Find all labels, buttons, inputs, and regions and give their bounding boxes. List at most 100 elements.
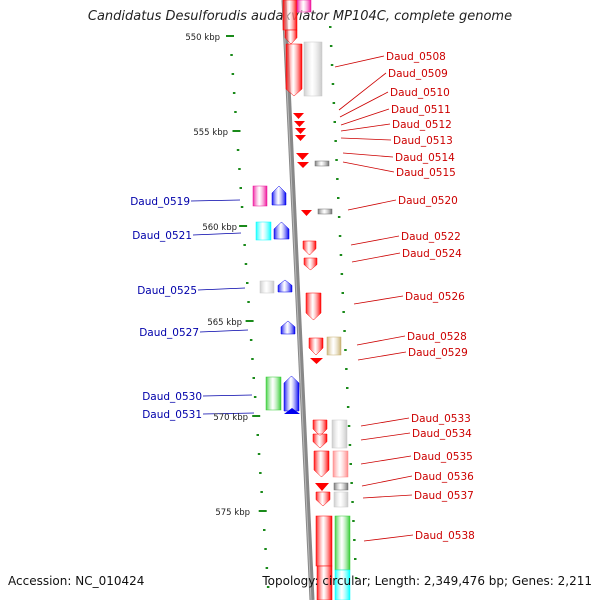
gene-feature xyxy=(293,113,304,119)
strand-tick xyxy=(334,140,337,142)
scale-tick xyxy=(253,396,257,398)
scale-tick xyxy=(244,263,248,265)
gene-feature xyxy=(314,160,330,167)
leader-line xyxy=(363,534,414,542)
leader-line xyxy=(192,232,242,236)
gene-feature xyxy=(296,0,312,13)
strand-tick xyxy=(337,197,340,199)
strand-tick xyxy=(329,45,333,47)
strand-tick xyxy=(354,577,358,579)
gene-feature xyxy=(295,128,306,134)
gene-feature xyxy=(295,135,306,141)
gene-label-forward: Daud_0528 xyxy=(407,331,467,343)
gene-feature xyxy=(334,515,351,571)
strand-tick xyxy=(354,558,357,560)
leader-line xyxy=(356,335,406,346)
gene-feature xyxy=(326,336,342,356)
gene-label-forward: Daud_0526 xyxy=(405,291,465,303)
gene-label-forward: Daud_0515 xyxy=(396,167,456,179)
strand-tick xyxy=(338,235,342,237)
strand-tick xyxy=(333,121,336,123)
leader-line xyxy=(360,455,412,465)
gene-feature xyxy=(334,569,351,600)
scale-tick xyxy=(231,73,235,75)
gene-feature xyxy=(294,121,305,127)
scale-tick xyxy=(239,225,248,227)
gene-feature xyxy=(333,482,349,491)
leader-line xyxy=(347,199,397,211)
scale-tick xyxy=(265,567,269,569)
leader-line xyxy=(197,287,246,291)
strand-tick xyxy=(331,83,335,85)
scale-label: 560 kbp xyxy=(202,223,237,233)
gene-label-reverse: Daud_0525 xyxy=(137,285,197,297)
leader-line xyxy=(342,152,394,158)
strand-tick xyxy=(330,64,334,66)
strand-tick xyxy=(340,273,344,275)
scale-ticks xyxy=(226,26,358,588)
gene-label-reverse: Daud_0530 xyxy=(142,391,202,403)
scale-tick xyxy=(252,415,261,417)
gene-label-reverse: Daud_0521 xyxy=(132,230,192,242)
scale-tick xyxy=(226,35,234,37)
scale-tick xyxy=(243,244,246,246)
leader-line xyxy=(339,91,389,118)
strand-tick xyxy=(349,463,352,465)
gene-feature xyxy=(296,153,309,160)
scale-label: 555 kbp xyxy=(193,128,228,138)
gene-label-forward: Daud_0509 xyxy=(388,68,448,80)
leader-line xyxy=(199,329,249,333)
strand-tick xyxy=(351,501,354,503)
scale-tick xyxy=(257,453,261,455)
gene-feature xyxy=(310,358,323,364)
gene-feature xyxy=(332,450,349,478)
gene-label-reverse: Daud_0531 xyxy=(142,409,202,421)
strand-tick xyxy=(329,26,332,28)
leader-line xyxy=(360,417,410,427)
scale-label: 570 kbp xyxy=(213,413,248,423)
strand-tick xyxy=(336,178,339,180)
scale-tick xyxy=(264,548,267,550)
scale-tick xyxy=(239,187,242,189)
gene-label-forward: Daud_0538 xyxy=(415,530,475,542)
gene-label-forward: Daud_0510 xyxy=(390,87,450,99)
gene-feature xyxy=(315,483,329,491)
strand-tick xyxy=(353,539,356,541)
scale-tick xyxy=(232,130,241,132)
scale-tick xyxy=(258,510,267,512)
gene-labels: Daud_0508 Daud_0509 Daud_0510 Daud_0511 Daud… xyxy=(130,51,475,542)
gene-feature xyxy=(301,210,312,216)
strand-tick xyxy=(346,387,349,389)
gene-feature xyxy=(315,515,333,567)
gene-label-forward: Daud_0535 xyxy=(413,451,473,463)
genome-backbone xyxy=(281,0,315,600)
gene-label-forward: Daud_0534 xyxy=(412,428,472,440)
scale-tick xyxy=(236,149,240,151)
gene-feature xyxy=(284,29,298,45)
gene-feature xyxy=(308,337,324,356)
leader-line xyxy=(190,199,241,202)
gene-feature xyxy=(259,280,275,294)
gene-features xyxy=(252,0,351,600)
strand-tick xyxy=(348,444,352,446)
leader-line xyxy=(362,494,413,499)
gene-label-forward: Daud_0533 xyxy=(411,413,471,425)
scale-tick xyxy=(266,586,270,588)
gene-label-forward: Daud_0522 xyxy=(401,231,461,243)
gene-feature xyxy=(305,292,322,321)
strand-tick xyxy=(332,102,336,104)
scale-label: 565 kbp xyxy=(207,318,242,328)
scale-tick xyxy=(230,54,233,56)
gene-feature xyxy=(284,408,300,414)
leader-line xyxy=(334,55,385,68)
leader-line xyxy=(351,252,401,263)
gene-feature xyxy=(273,221,290,240)
gene-feature xyxy=(302,240,317,256)
leader-line xyxy=(202,412,255,415)
scale-tick xyxy=(232,92,236,94)
gene-feature xyxy=(283,375,300,412)
gene-feature xyxy=(315,491,331,507)
leader-line xyxy=(361,475,413,487)
strand-tick xyxy=(339,254,343,256)
scale-tick xyxy=(246,282,249,284)
